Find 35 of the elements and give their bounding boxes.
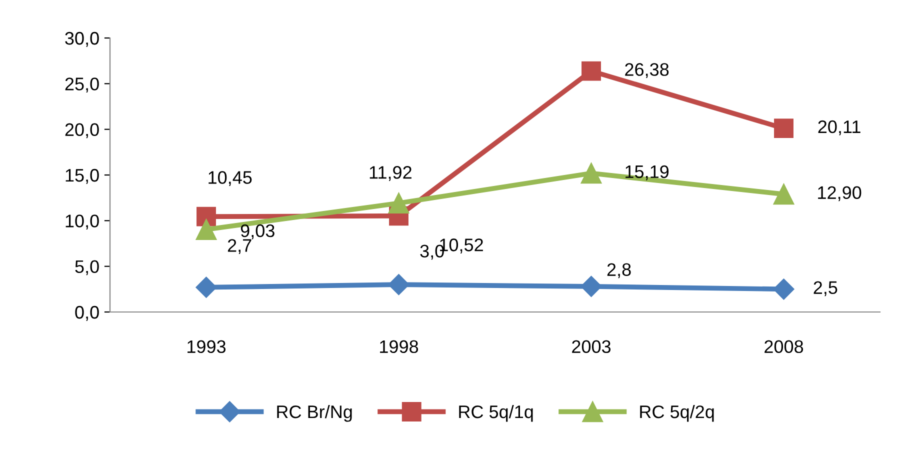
data-label: 9,03 <box>240 224 274 240</box>
data-label: 11,92 <box>370 166 412 181</box>
data-label: 15,19 <box>626 165 669 180</box>
legend-label: RC Br/Ng <box>277 404 352 422</box>
y-tick-label: 10,0 <box>66 214 99 230</box>
x-tick-label: 2008 <box>764 340 804 354</box>
point <box>196 276 217 298</box>
point <box>388 192 410 214</box>
point <box>196 206 216 226</box>
point <box>773 278 794 300</box>
point <box>580 162 602 184</box>
y-tick-label: 25,0 <box>65 78 99 93</box>
point <box>774 118 794 138</box>
point <box>582 61 601 81</box>
data-label: 2,8 <box>607 263 631 278</box>
data-label: 12,90 <box>818 186 862 202</box>
legend-label: RC 5q/1q <box>459 404 533 422</box>
y-tick-label: 0,0 <box>75 306 99 321</box>
data-label: 2,5 <box>814 281 838 296</box>
data-label: 20,11 <box>818 120 860 136</box>
point <box>388 274 410 296</box>
y-tick-label: 20,0 <box>65 123 99 138</box>
data-label: 26,38 <box>625 63 669 78</box>
y-tick-label: 30,0 <box>65 32 99 47</box>
y-tick-label: 5,0 <box>75 260 99 276</box>
x-tick-label: 2003 <box>572 340 611 354</box>
data-label: 10,45 <box>208 171 252 186</box>
legend-label: RC 5q/2q <box>640 404 714 422</box>
point <box>773 184 794 205</box>
point <box>580 276 602 297</box>
x-tick-label: 1998 <box>380 340 418 354</box>
y-tick-label: 15,0 <box>66 168 99 184</box>
data-label: 2,7 <box>228 239 252 254</box>
point <box>196 219 217 240</box>
x-tick-label: 1993 <box>188 340 226 354</box>
